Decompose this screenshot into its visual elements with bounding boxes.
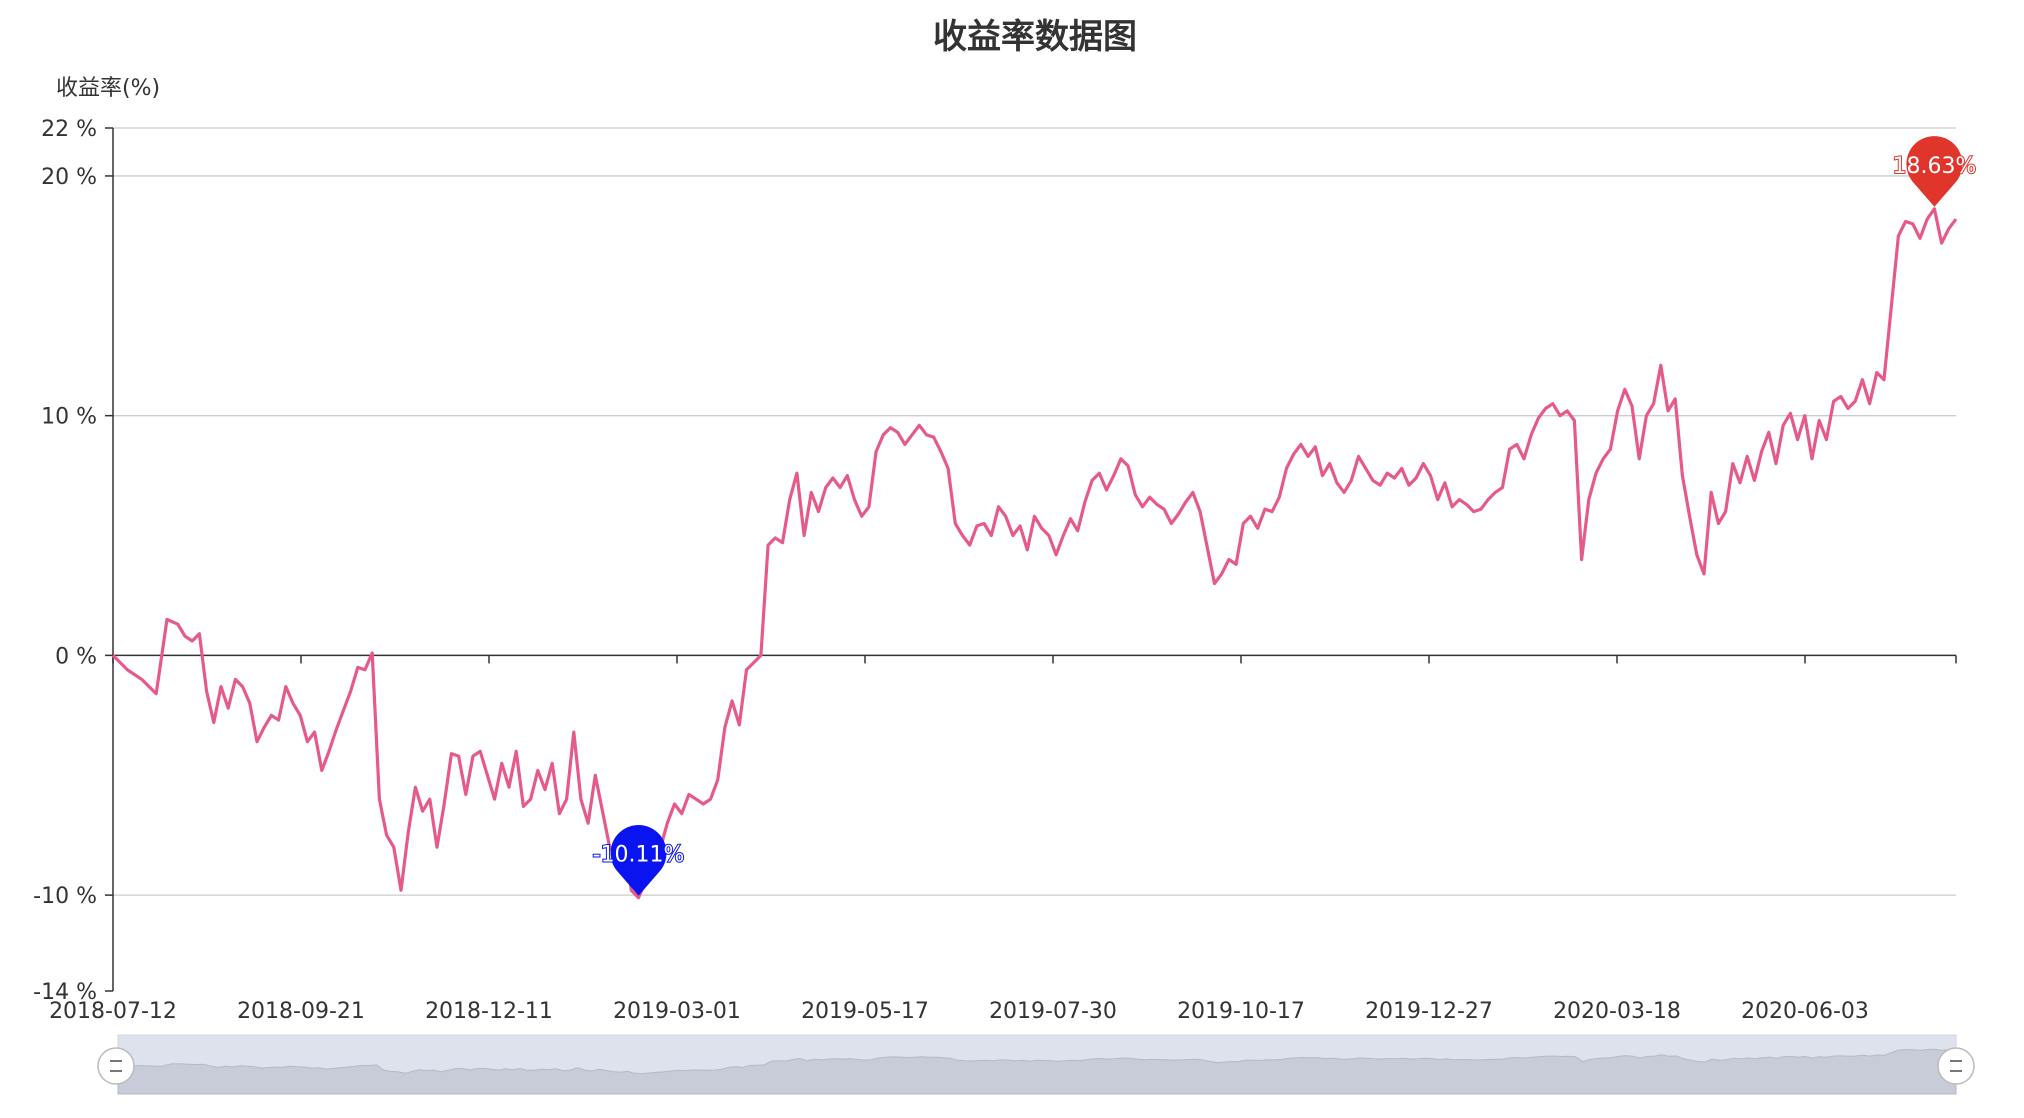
- y-tick-label: 22 %: [41, 117, 97, 142]
- marker-layer: 18.63% -10.11%: [592, 136, 1977, 896]
- marker-label: 18.63%: [1892, 154, 1976, 179]
- y-tick-labels: 22 % 20 % 10 % 0 % -10 % -14 %: [33, 117, 97, 1005]
- zoom-handle-right[interactable]: [1937, 1047, 1975, 1085]
- y-tick-label: -14 %: [33, 980, 97, 1005]
- x-tick-label: 2019-12-27: [1365, 999, 1493, 1024]
- zoom-handle-left[interactable]: [97, 1047, 135, 1085]
- max-marker-pin: 18.63%: [1891, 136, 1977, 207]
- x-tick-label: 2020-03-18: [1553, 999, 1681, 1024]
- y-tick-label: -10 %: [33, 884, 97, 909]
- x-tick-label: 2018-12-11: [425, 999, 553, 1024]
- y-axis-name: 收益率(%): [56, 76, 160, 101]
- axes: [112, 128, 1957, 991]
- data-zoom-slider[interactable]: [97, 1034, 1975, 1095]
- chart-title: 收益率数据图: [933, 17, 1137, 57]
- marker-pin-shape: [1906, 136, 1963, 207]
- x-tick-label: 2019-07-30: [989, 999, 1117, 1024]
- x-tick-label: 2018-07-12: [49, 999, 177, 1024]
- marker-label: -10.11%: [593, 843, 685, 868]
- x-tick-labels: 2018-07-12 2018-09-21 2018-12-11 2019-03-01…: [49, 999, 1869, 1024]
- x-tick-label: 2020-06-03: [1741, 999, 1869, 1024]
- y-tick-label: 20 %: [41, 165, 97, 190]
- grid-lines: [105, 127, 1956, 992]
- zoom-handle-knob: [1937, 1047, 1975, 1085]
- y-tick-label: 10 %: [41, 405, 97, 430]
- x-tick-label: 2018-09-21: [237, 999, 365, 1024]
- min-marker-pin: -10.11%: [592, 825, 685, 896]
- marker-pin-shape: [610, 825, 667, 896]
- x-tick-label: 2019-05-17: [801, 999, 929, 1024]
- x-tick-label: 2019-03-01: [613, 999, 741, 1024]
- x-tick-label: 2019-10-17: [1177, 999, 1305, 1024]
- y-tick-label: 0 %: [55, 644, 97, 669]
- series-line-return-rate: [111, 207, 1958, 900]
- series-layer: [111, 207, 1958, 900]
- zoom-preview-area: [117, 1048, 1957, 1095]
- zoom-handle-knob: [97, 1047, 135, 1085]
